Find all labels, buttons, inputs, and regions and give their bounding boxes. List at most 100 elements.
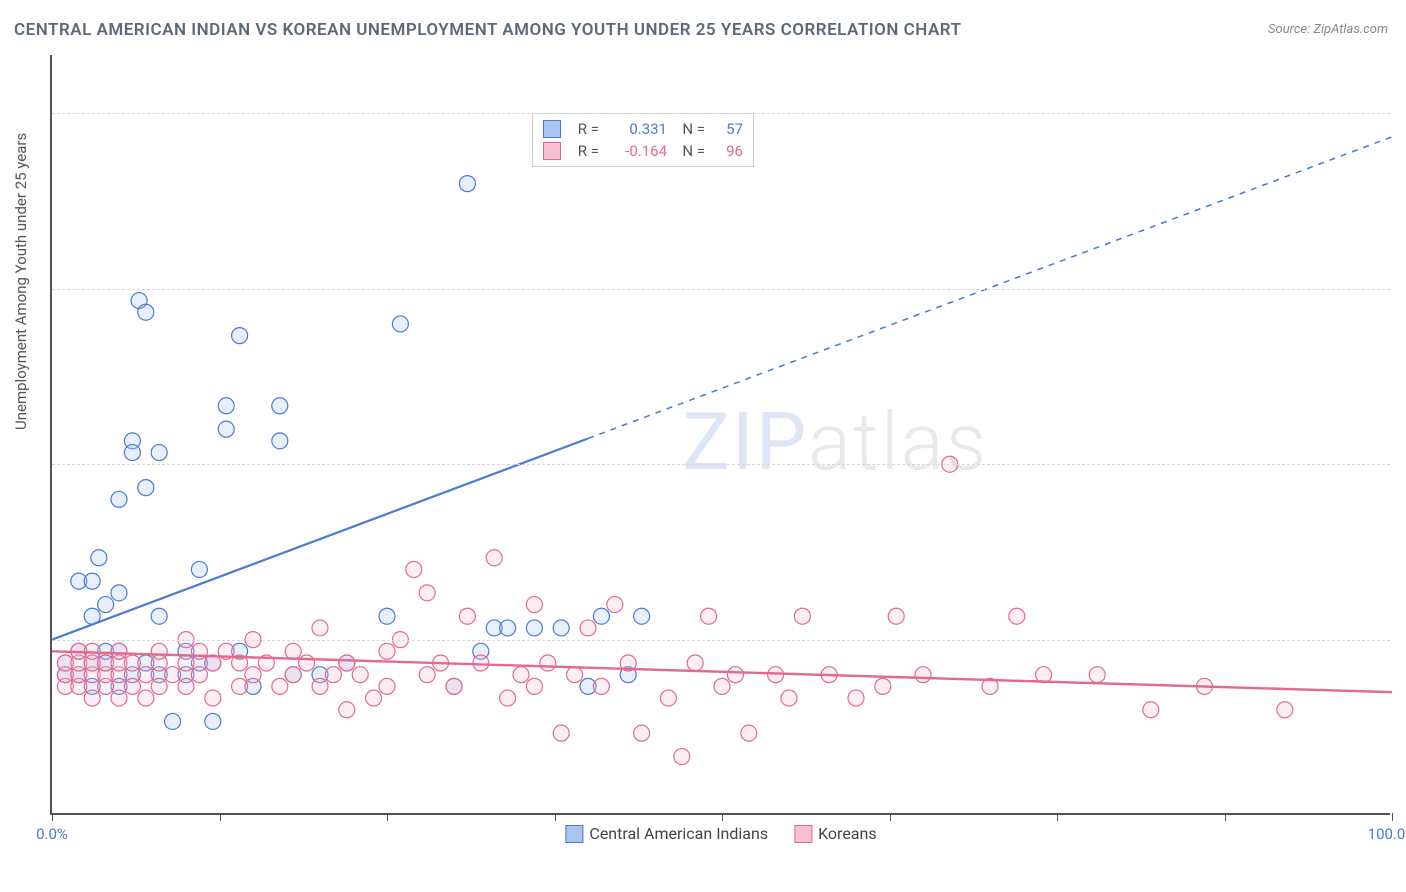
data-point (205, 690, 221, 706)
data-point (218, 421, 234, 437)
stat-n-label: N = (675, 120, 705, 138)
series-swatch (543, 120, 561, 138)
data-point (285, 667, 301, 683)
data-point (553, 725, 569, 741)
x-tick-label: 0.0% (36, 825, 68, 843)
data-point (500, 690, 516, 706)
source-attribution: Source: ZipAtlas.com (1268, 22, 1388, 37)
data-point (526, 620, 542, 636)
data-point (875, 678, 891, 694)
data-point (232, 678, 248, 694)
data-point (513, 667, 529, 683)
stat-n-value: 57 (713, 120, 743, 138)
data-point (312, 620, 328, 636)
data-point (419, 585, 435, 601)
x-tick (220, 813, 221, 821)
chart-svg (52, 55, 1390, 813)
data-point (379, 608, 395, 624)
data-point (138, 690, 154, 706)
data-point (366, 690, 382, 706)
x-tick (1057, 813, 1058, 821)
data-point (285, 643, 301, 659)
stat-n-label: N = (675, 142, 705, 160)
data-point (91, 550, 107, 566)
data-point (339, 702, 355, 718)
data-point (915, 667, 931, 683)
trend-line (52, 439, 588, 640)
data-point (111, 690, 127, 706)
data-point (406, 561, 422, 577)
data-point (553, 620, 569, 636)
data-point (272, 433, 288, 449)
data-point (526, 678, 542, 694)
data-point (459, 176, 475, 192)
data-point (888, 608, 904, 624)
data-point (567, 667, 583, 683)
data-point (687, 655, 703, 671)
data-point (84, 573, 100, 589)
data-point (165, 713, 181, 729)
data-point (111, 643, 127, 659)
data-point (124, 655, 140, 671)
x-tick (52, 813, 53, 821)
data-point (84, 690, 100, 706)
stat-r-value: -0.164 (607, 142, 667, 160)
stat-r-value: 0.331 (607, 120, 667, 138)
data-point (299, 655, 315, 671)
legend-label: Central American Indians (589, 824, 768, 843)
data-point (379, 643, 395, 659)
data-point (191, 667, 207, 683)
data-point (151, 445, 167, 461)
legend-item: Koreans (794, 824, 877, 843)
data-point (245, 667, 261, 683)
data-point (607, 597, 623, 613)
gridline (52, 289, 1390, 290)
data-point (151, 678, 167, 694)
data-point (178, 655, 194, 671)
chart-title: CENTRAL AMERICAN INDIAN VS KOREAN UNEMPL… (14, 20, 962, 40)
x-tick (555, 813, 556, 821)
data-point (312, 678, 328, 694)
plot-area: R =0.331N =57R =-0.164N =96 ZIPatlas Cen… (50, 55, 1390, 815)
x-tick (1225, 813, 1226, 821)
data-point (339, 655, 355, 671)
data-point (727, 667, 743, 683)
data-point (138, 304, 154, 320)
data-point (138, 667, 154, 683)
data-point (151, 608, 167, 624)
data-point (660, 690, 676, 706)
data-point (1143, 702, 1159, 718)
data-point (634, 608, 650, 624)
y-axis-label: Unemployment Among Youth under 25 years (12, 133, 30, 430)
x-tick (890, 813, 891, 821)
data-point (593, 678, 609, 694)
data-point (473, 655, 489, 671)
data-point (392, 316, 408, 332)
data-point (205, 713, 221, 729)
data-point (500, 620, 516, 636)
data-point (446, 678, 462, 694)
data-point (526, 597, 542, 613)
data-point (634, 725, 650, 741)
data-point (232, 328, 248, 344)
data-point (848, 690, 864, 706)
data-point (272, 398, 288, 414)
x-tick-label: 100.0% (1368, 825, 1406, 843)
data-point (794, 608, 810, 624)
data-point (165, 667, 181, 683)
data-point (178, 678, 194, 694)
data-point (593, 608, 609, 624)
data-point (124, 445, 140, 461)
legend: Central American Indians Koreans (565, 824, 876, 843)
data-point (272, 678, 288, 694)
data-point (98, 597, 114, 613)
gridline (52, 113, 1390, 114)
correlation-stats-box: R = 0.331 N = 57 R = -0.164 N = 96 (532, 113, 754, 167)
stat-n-value: 96 (713, 142, 743, 160)
data-point (419, 667, 435, 683)
stat-r-label: R = (569, 142, 599, 160)
stat-row: R = -0.164 N = 96 (543, 140, 743, 162)
data-point (325, 667, 341, 683)
data-point (781, 690, 797, 706)
gridline (52, 464, 1390, 465)
